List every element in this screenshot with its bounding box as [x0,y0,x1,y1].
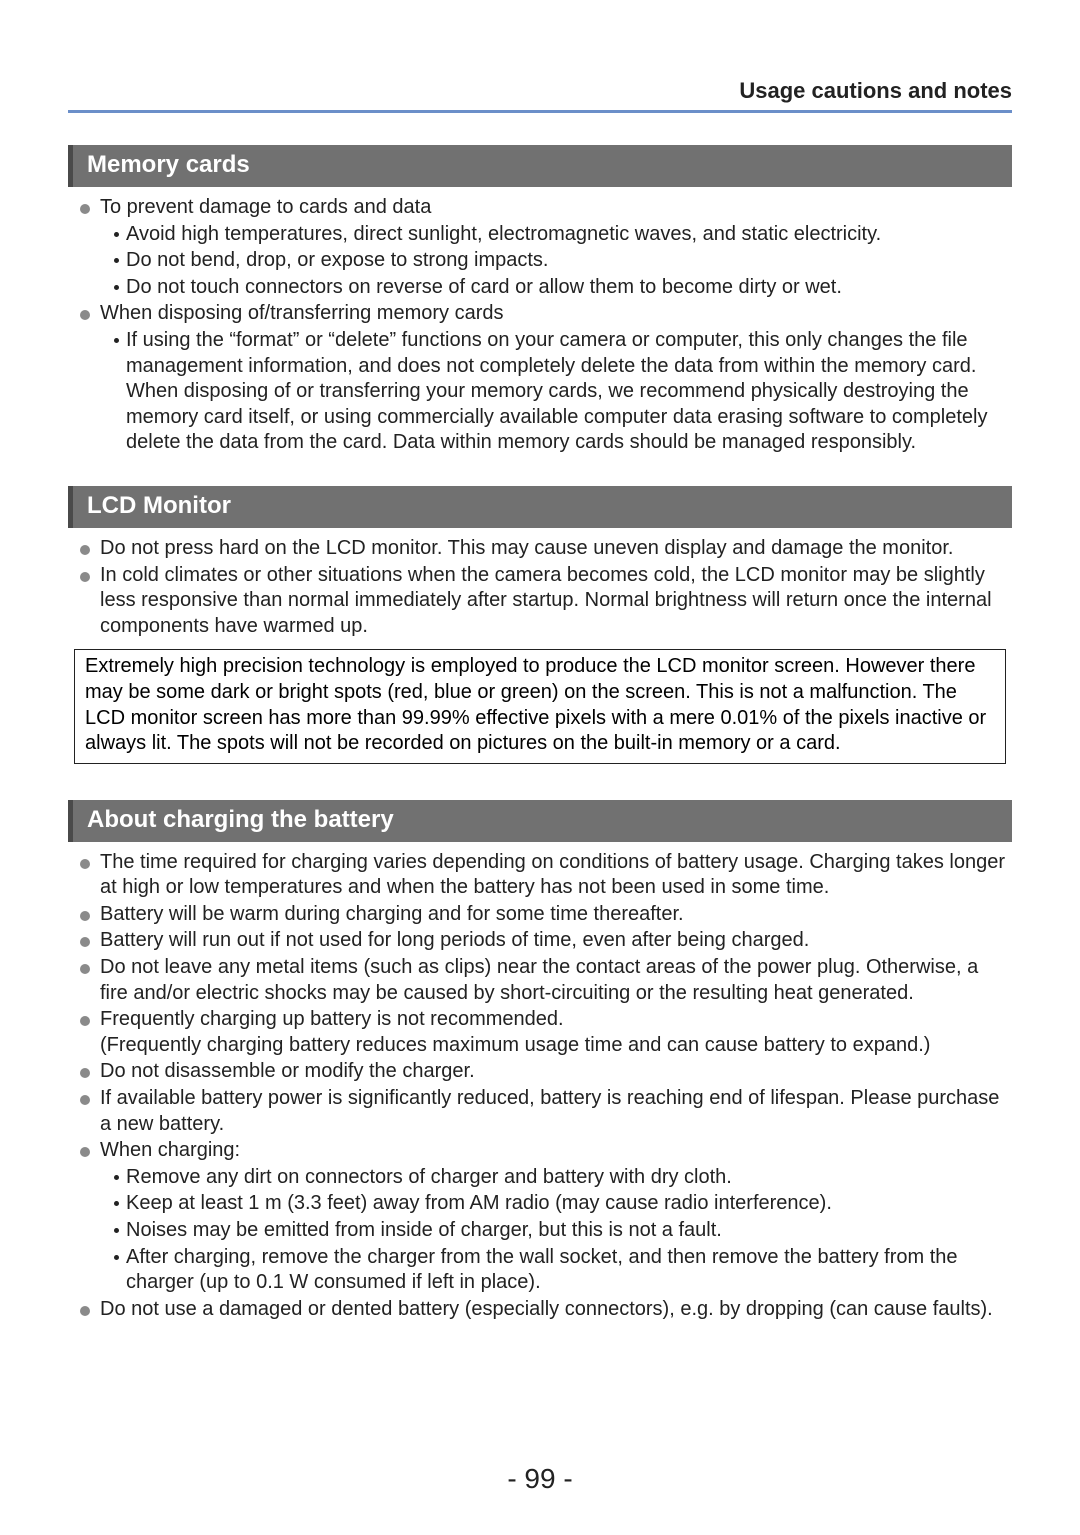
bullet-dot-icon [80,572,90,582]
bullet-text: When charging: [100,1139,240,1161]
bullet-dot-icon [80,859,90,869]
sub-dot-icon [114,338,119,343]
bullet-item: Battery will run out if not used for lon… [74,928,1006,954]
bullet-dot-icon [80,1068,90,1078]
bullet-dot-icon [80,1016,90,1026]
page-number: - 99 - [0,1463,1080,1495]
bullet-dot-icon [80,1095,90,1105]
section-body-charging: The time required for charging varies de… [68,850,1012,1323]
bullet-text: Frequently charging up battery is not re… [100,1008,930,1056]
manual-page: Usage cautions and notes Memory cards To… [0,0,1080,1535]
bullet-text: Do not leave any metal items (such as cl… [100,956,978,1004]
sub-dot-icon [114,1255,119,1260]
bullet-item: If available battery power is significan… [74,1086,1006,1137]
sub-dot-icon [114,232,119,237]
sub-dot-icon [114,1228,119,1233]
sub-dot-icon [114,285,119,290]
sub-text: If using the “format” or “delete” functi… [126,329,987,453]
bullet-dot-icon [80,1306,90,1316]
section-title-memory-cards: Memory cards [68,145,1012,187]
bullet-item: When disposing of/transferring memory ca… [74,301,1006,327]
bullet-item: To prevent damage to cards and data [74,195,1006,221]
sub-item: Do not touch connectors on reverse of ca… [74,275,1006,301]
bullet-dot-icon [80,911,90,921]
bullet-item: Battery will be warm during charging and… [74,902,1006,928]
bullet-item: Do not press hard on the LCD monitor. Th… [74,536,1006,562]
section-title-charging: About charging the battery [68,800,1012,842]
section-body-memory-cards: To prevent damage to cards and data Avoi… [68,195,1012,456]
sub-text: After charging, remove the charger from … [126,1246,958,1294]
section-title-lcd-monitor: LCD Monitor [68,486,1012,528]
sub-item: If using the “format” or “delete” functi… [74,328,1006,456]
bullet-dot-icon [80,545,90,555]
sub-dot-icon [114,258,119,263]
bullet-text: Battery will be warm during charging and… [100,903,684,925]
bullet-text: Do not use a damaged or dented battery (… [100,1298,993,1320]
sub-text: Do not bend, drop, or expose to strong i… [126,249,548,271]
bullet-text: Do not disassemble or modify the charger… [100,1060,475,1082]
bullet-text: The time required for charging varies de… [100,851,1005,899]
sub-dot-icon [114,1175,119,1180]
sub-text: Do not touch connectors on reverse of ca… [126,276,842,298]
page-header: Usage cautions and notes [68,78,1012,113]
bullet-text: In cold climates or other situations whe… [100,564,992,637]
sub-item: Do not bend, drop, or expose to strong i… [74,248,1006,274]
bullet-dot-icon [80,1147,90,1157]
note-text: Extremely high precision technology is e… [85,655,986,754]
bullet-dot-icon [80,310,90,320]
bullet-dot-icon [80,937,90,947]
bullet-item: The time required for charging varies de… [74,850,1006,901]
sub-item: Keep at least 1 m (3.3 feet) away from A… [74,1191,1006,1217]
sub-text: Noises may be emitted from inside of cha… [126,1219,722,1241]
bullet-text: Battery will run out if not used for lon… [100,929,809,951]
sub-item: After charging, remove the charger from … [74,1245,1006,1296]
bullet-text: To prevent damage to cards and data [100,196,431,218]
sub-text: Remove any dirt on connectors of charger… [126,1166,732,1188]
sub-item: Avoid high temperatures, direct sunlight… [74,222,1006,248]
sub-item: Noises may be emitted from inside of cha… [74,1218,1006,1244]
spacer [68,764,1012,800]
sub-item: Remove any dirt on connectors of charger… [74,1165,1006,1191]
bullet-item: Do not use a damaged or dented battery (… [74,1297,1006,1323]
bullet-dot-icon [80,964,90,974]
section-body-lcd-monitor: Do not press hard on the LCD monitor. Th… [68,536,1012,639]
page-header-title: Usage cautions and notes [739,78,1012,103]
bullet-text: When disposing of/transferring memory ca… [100,302,504,324]
bullet-item: Do not leave any metal items (such as cl… [74,955,1006,1006]
bullet-item: When charging: [74,1138,1006,1164]
bullet-text: If available battery power is significan… [100,1087,999,1135]
bullet-dot-icon [80,204,90,214]
sub-text: Keep at least 1 m (3.3 feet) away from A… [126,1192,832,1214]
bullet-item: In cold climates or other situations whe… [74,563,1006,640]
sub-dot-icon [114,1201,119,1206]
note-box-lcd: Extremely high precision technology is e… [74,649,1006,763]
bullet-text: Do not press hard on the LCD monitor. Th… [100,537,953,559]
bullet-item: Frequently charging up battery is not re… [74,1007,1006,1058]
sub-text: Avoid high temperatures, direct sunlight… [126,223,881,245]
bullet-item: Do not disassemble or modify the charger… [74,1059,1006,1085]
